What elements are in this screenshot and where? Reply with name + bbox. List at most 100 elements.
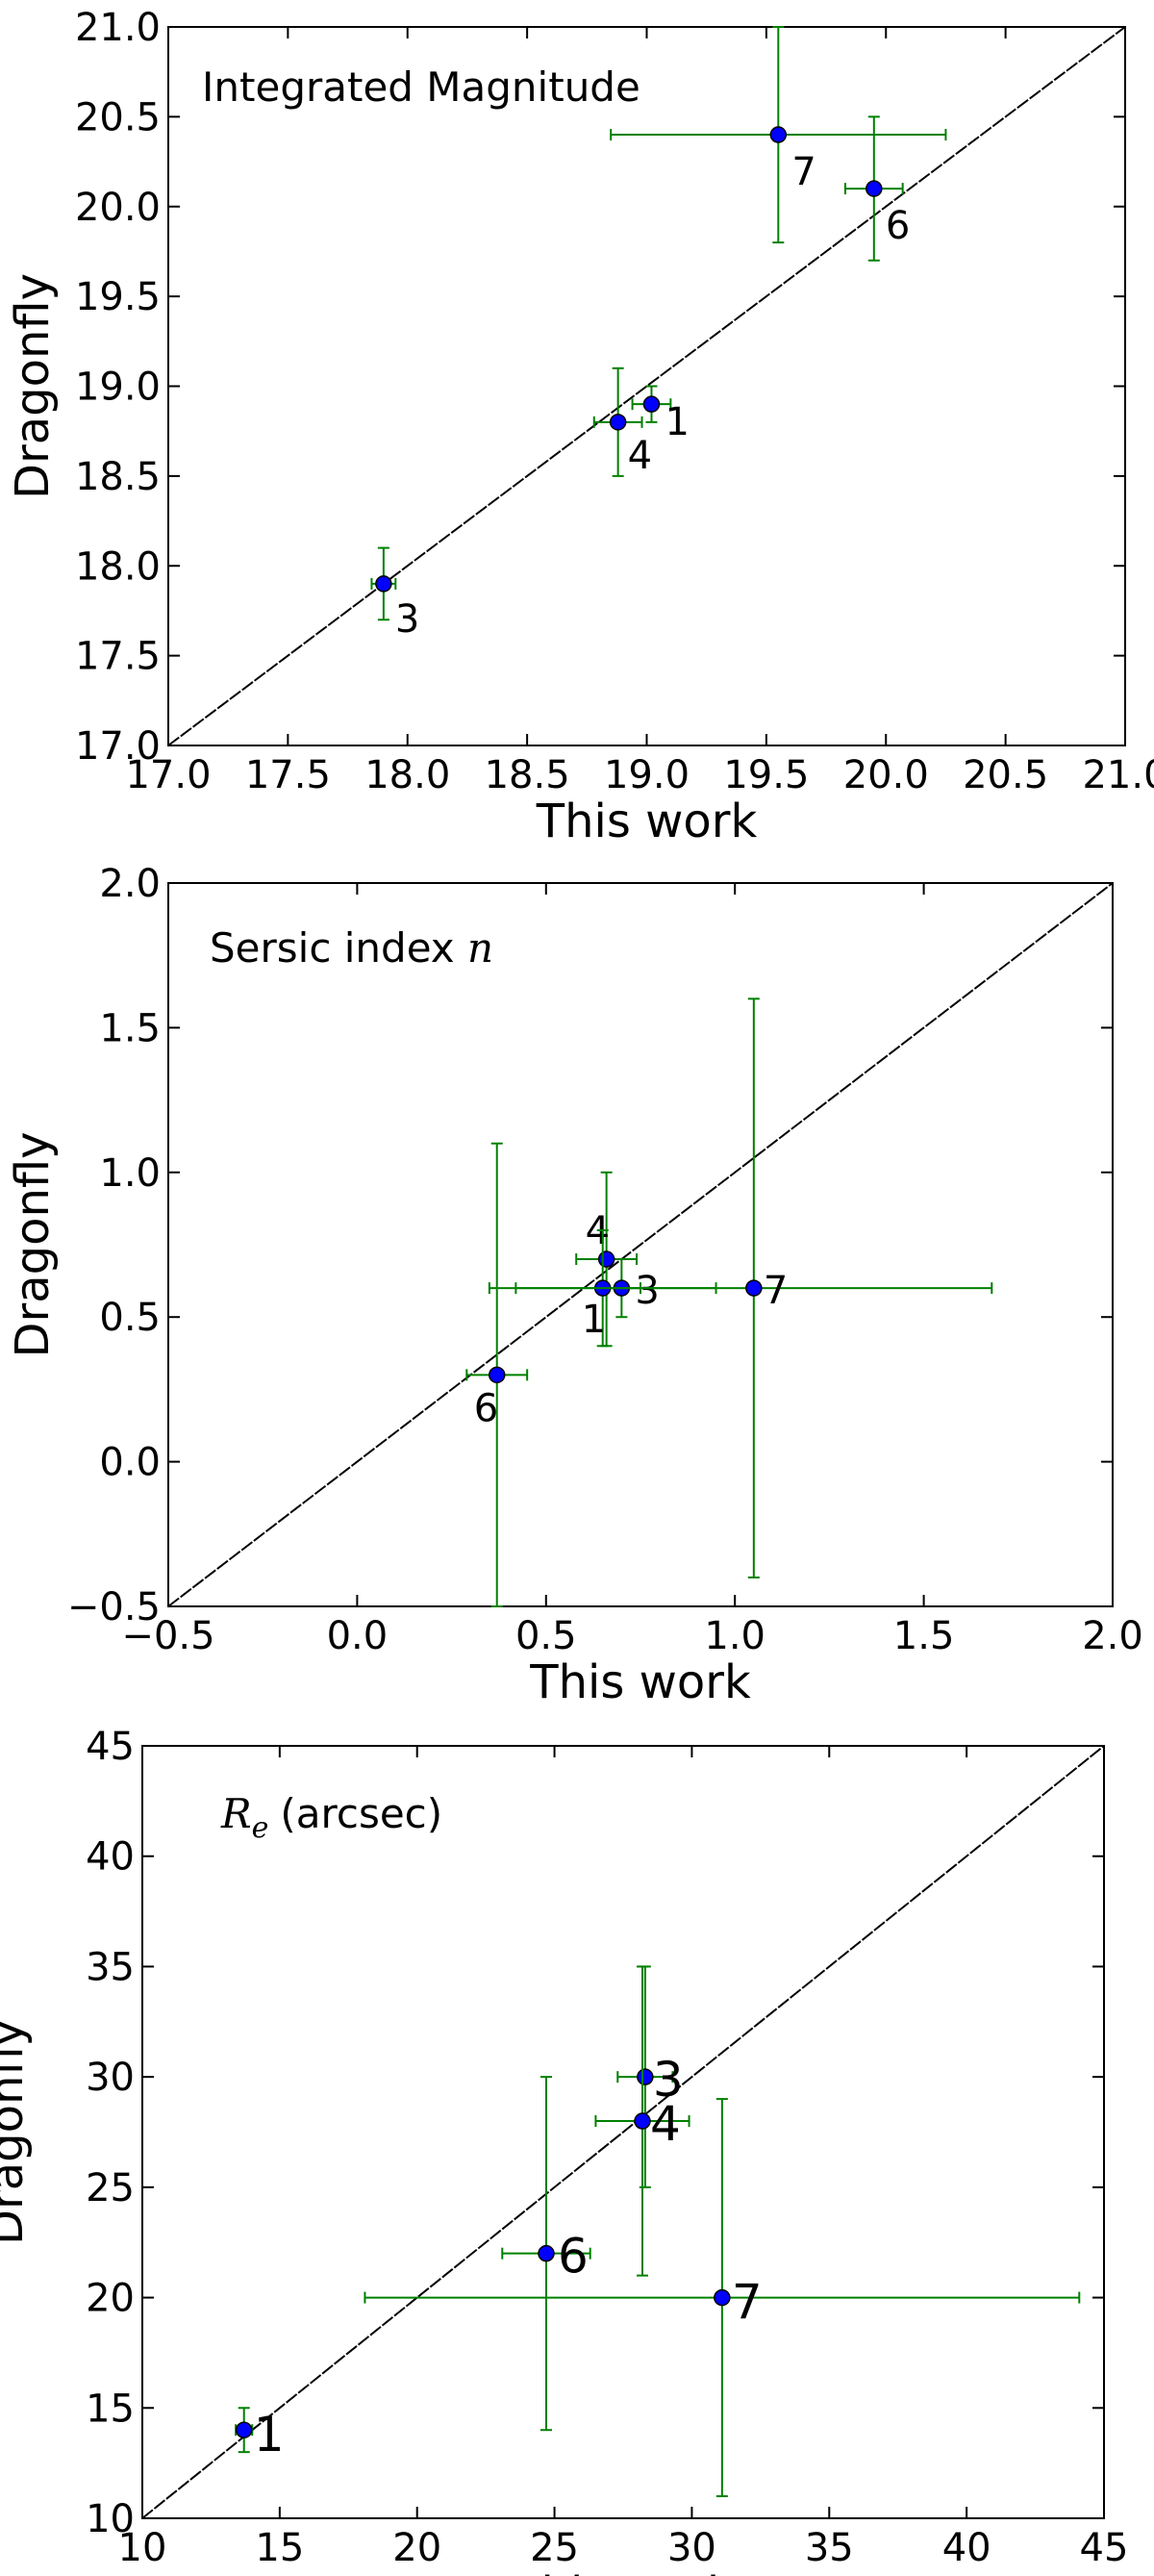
data-point-4: 4 [592, 366, 652, 478]
x-tick-label: 0.5 [515, 1614, 577, 1658]
y-tick-label: 25 [86, 2166, 135, 2210]
x-tick-label: 15 [255, 2526, 304, 2570]
data-marker [609, 414, 627, 431]
x-tick-label: 45 [1080, 2526, 1129, 2570]
point-label: 1 [665, 400, 689, 444]
data-point-1: 1 [631, 385, 690, 444]
identity-line [167, 882, 1114, 1607]
data-marker [538, 2244, 555, 2262]
x-axis-title: This work [529, 1655, 751, 1709]
y-tick-label: 20.5 [75, 95, 161, 139]
x-tick-label: −0.5 [121, 1614, 214, 1658]
y-axis-title: Dragonfly [0, 2019, 34, 2245]
plot-frame [167, 882, 1114, 1607]
y-tick-label: 2.0 [99, 862, 161, 906]
y-tick-label: 0.5 [99, 1296, 161, 1340]
y-tick-label: 35 [86, 1945, 135, 1989]
y-tick-label: 19.5 [75, 275, 161, 319]
x-tick-label: 19.0 [604, 753, 690, 797]
data-point-6: 6 [843, 115, 910, 262]
y-axis-title: Dragonfly [6, 1131, 60, 1357]
point-label: 3 [653, 2052, 684, 2108]
y-tick-label: 0.0 [99, 1441, 161, 1485]
data-point-3: 3 [370, 546, 419, 642]
y-axis-title: Dragonfly [6, 273, 60, 499]
x-tick-label: 10 [118, 2526, 167, 2570]
point-label: 6 [558, 2229, 589, 2285]
y-tick-label: −0.5 [67, 1585, 161, 1629]
y-tick-label: 17.5 [75, 635, 161, 679]
x-tick-label: 0.0 [327, 1614, 389, 1658]
x-tick-label: 40 [942, 2526, 991, 2570]
panel-title-text: (arcsec) [280, 1790, 442, 1837]
data-point-6: 6 [501, 2076, 591, 2432]
panel-title-text: Sersic index [210, 924, 467, 972]
panel-title: Re (arcsec) [220, 1790, 442, 1845]
x-tick-label: 21.0 [1082, 753, 1154, 797]
point-label: 4 [650, 2096, 681, 2152]
point-label: 3 [635, 1269, 659, 1313]
point-label: 7 [764, 1269, 788, 1313]
data-point-6: 6 [465, 1142, 529, 1607]
y-tick-label: 30 [86, 2056, 135, 2100]
data-marker [634, 2112, 651, 2130]
y-tick-label: 21.0 [75, 6, 161, 50]
data-marker [745, 1279, 763, 1297]
x-tick-label: 19.5 [723, 753, 809, 797]
data-marker [769, 126, 788, 143]
y-tick-label: 20.0 [75, 186, 161, 230]
x-tick-label: 18.5 [485, 753, 570, 797]
y-tick-label: 15 [86, 2387, 135, 2431]
chart-panel-1: 17.0 17.5 18.0 18.5 19.0 19.5 20.0 20.5 21.0 17.0… [6, 6, 1154, 848]
point-label: 3 [395, 597, 419, 642]
x-tick-label: 20 [392, 2526, 441, 2570]
data-marker [714, 2288, 731, 2307]
y-tick-label: 18.5 [75, 455, 161, 499]
data-marker [637, 2068, 654, 2085]
y-tick-label: 19.0 [75, 366, 161, 410]
y-tick-label: 1.5 [99, 1006, 161, 1050]
data-point-7: 7 [364, 2098, 1081, 2498]
x-tick-label: 18.0 [364, 753, 450, 797]
point-label: 7 [791, 150, 815, 194]
x-tick-label: 17.5 [245, 753, 331, 797]
chart-panel-2: −0.5 0.0 0.5 1.0 1.5 2.0 −0.5 0.0 0.5 1.0 1.5 2.0 Th… [6, 862, 1143, 1709]
panel-title: Integrated Magnitude [202, 63, 640, 111]
data-point-4: 4 [594, 1965, 690, 2277]
data-marker [488, 1366, 506, 1384]
identity-line [167, 26, 1126, 746]
panel-title: Sersic index n [210, 924, 493, 972]
x-tick-label: 20.5 [963, 753, 1048, 797]
point-label: 7 [732, 2275, 763, 2331]
panel-title-math-subscript: e [252, 1811, 269, 1845]
x-axis-title: This work [512, 2567, 734, 2576]
y-tick-label: 20 [86, 2277, 135, 2321]
data-point-1: 1 [235, 2407, 285, 2462]
point-label: 6 [886, 204, 910, 248]
x-tick-label: 35 [805, 2526, 854, 2570]
data-point-7: 7 [514, 998, 993, 1578]
x-tick-label: 30 [667, 2526, 716, 2570]
y-tick-label: 45 [86, 1725, 135, 1769]
data-marker [375, 575, 392, 593]
x-tick-label: 1.5 [893, 1614, 955, 1658]
identity-line [141, 1745, 1105, 2519]
point-label: 4 [628, 434, 652, 478]
panel-title-math: R [220, 1790, 252, 1837]
point-label: 6 [474, 1386, 498, 1430]
point-label: 4 [586, 1209, 610, 1253]
x-tick-label: 1.0 [704, 1614, 765, 1658]
point-label: 1 [254, 2407, 285, 2462]
x-axis-title: This work [536, 795, 758, 848]
data-marker [866, 180, 883, 197]
x-tick-label: 25 [530, 2526, 579, 2570]
plot-frame [141, 1745, 1105, 2519]
chart-panel-3: 10 15 20 25 30 35 40 45 10 15 20 25 30 35 40 45 This wor… [0, 1725, 1128, 2576]
data-point-3: 3 [616, 1965, 684, 2188]
y-tick-label: 10 [86, 2497, 135, 2541]
y-tick-label: 1.0 [99, 1151, 161, 1196]
data-marker [597, 1250, 615, 1268]
panel-title-math: n [467, 924, 493, 972]
data-point-7: 7 [610, 26, 947, 244]
